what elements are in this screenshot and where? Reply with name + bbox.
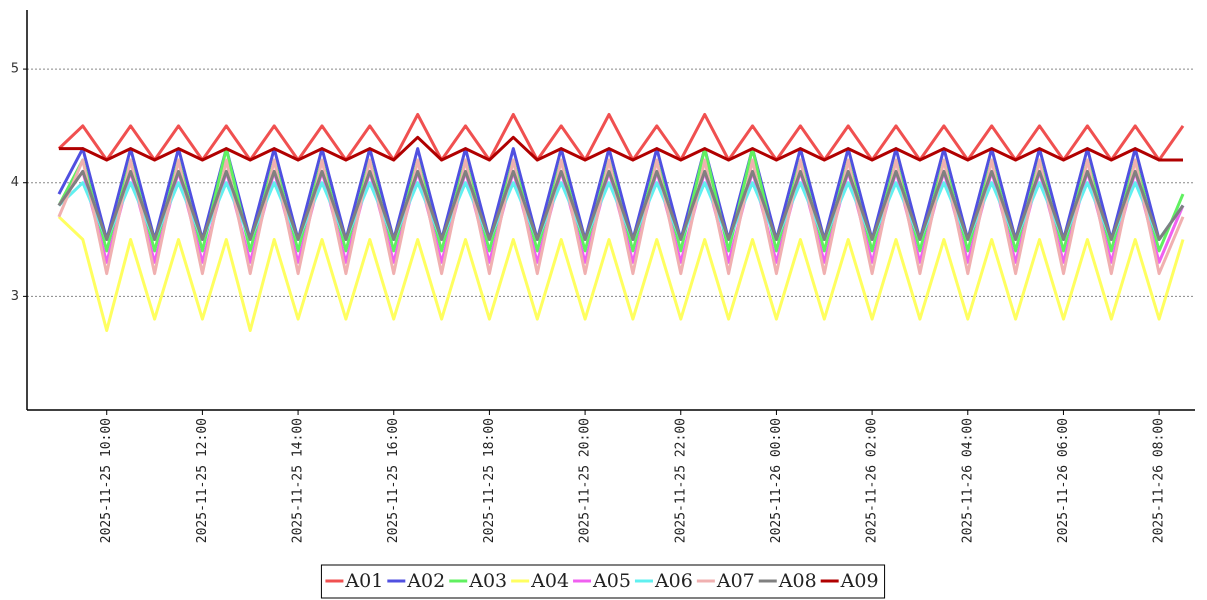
series-line <box>57 113 1185 162</box>
x-tick-label: 2025-11-25 16:00 <box>386 418 401 543</box>
y-tick-label: 3 <box>11 289 19 304</box>
x-tick-label: 2025-11-25 18:00 <box>482 418 497 543</box>
series-line <box>57 169 1185 241</box>
legend-label: A09 <box>840 570 879 592</box>
legend-label: A02 <box>406 570 445 592</box>
legend-label: A07 <box>716 570 755 592</box>
legend-label: A04 <box>530 570 569 592</box>
x-tick-label: 2025-11-26 04:00 <box>960 418 975 543</box>
x-tick-label: 2025-11-26 08:00 <box>1152 418 1167 543</box>
series-line <box>58 135 1183 162</box>
legend-label: A06 <box>654 570 693 592</box>
x-tick-label: 2025-11-26 06:00 <box>1056 418 1071 543</box>
x-tick-label: 2025-11-25 20:00 <box>578 418 593 543</box>
x-tick-label: 2025-11-25 12:00 <box>195 418 210 543</box>
legend: A01 A02 A03 A04 A05 A06 A07 A08 A09 <box>320 564 886 599</box>
legend-label: A08 <box>778 570 817 592</box>
y-tick-label: 5 <box>11 62 19 77</box>
x-tick-label: 2025-11-25 14:00 <box>291 418 306 543</box>
x-tick-label: 2025-11-26 02:00 <box>865 418 880 543</box>
y-tick-label: 4 <box>11 175 19 190</box>
x-tick-label: 2025-11-25 10:00 <box>99 418 114 543</box>
x-tick-label: 2025-11-25 22:00 <box>673 418 688 543</box>
series-line <box>57 215 1185 332</box>
legend-label: A03 <box>468 570 507 592</box>
legend-label: A01 <box>344 570 383 592</box>
legend-label: A05 <box>592 570 631 592</box>
x-tick-label: 2025-11-26 00:00 <box>769 418 784 543</box>
legend-box <box>320 564 886 599</box>
